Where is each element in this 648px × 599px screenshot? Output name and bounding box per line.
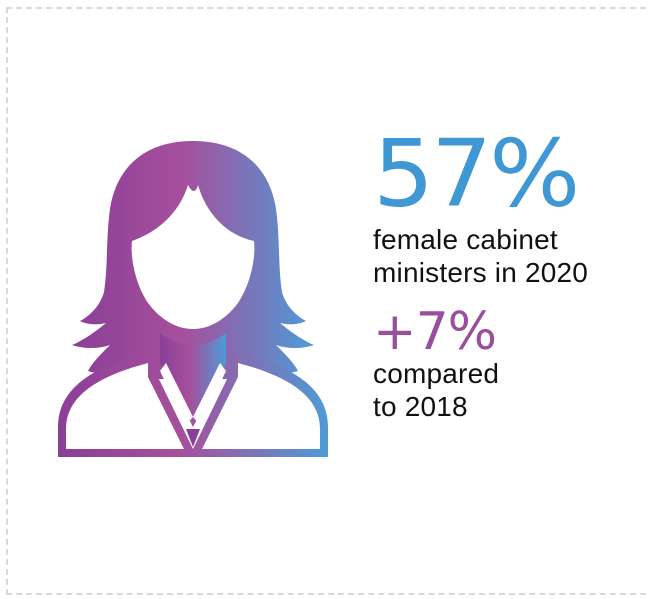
collar-right [193, 363, 226, 425]
neck-shape [160, 333, 226, 427]
primary-description-line2: ministers in 2020 [373, 257, 589, 288]
stats-panel: 57% female cabinet ministers in 2020 +7%… [373, 127, 648, 423]
secondary-description-line1: compared [373, 358, 500, 389]
secondary-description-line2: to 2018 [373, 391, 468, 422]
primary-percentage: 57% [373, 119, 580, 228]
face-shape [131, 185, 255, 329]
pendant-shape [186, 429, 200, 447]
woman-avatar-icon [48, 127, 338, 467]
primary-description-line1: female cabinet [373, 224, 558, 255]
base-line [58, 449, 328, 457]
infographic-card: 57% female cabinet ministers in 2020 +7%… [6, 7, 648, 595]
body-inner [66, 363, 320, 461]
secondary-percentage: +7% [373, 302, 497, 362]
collar-left [160, 363, 193, 425]
woman-avatar-svg [58, 141, 328, 461]
